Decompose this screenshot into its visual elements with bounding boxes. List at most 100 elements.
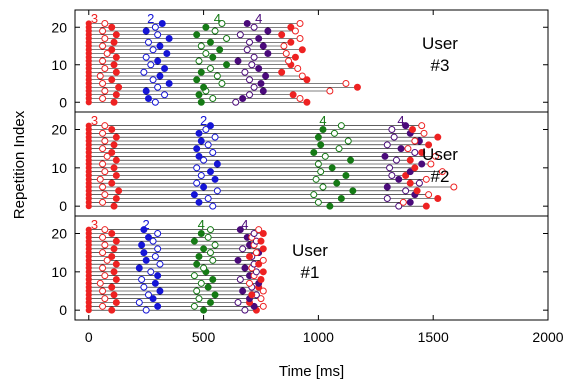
event-point — [193, 179, 201, 187]
event-point — [250, 230, 258, 237]
event-point — [163, 50, 171, 57]
event-point — [422, 175, 430, 183]
event-point — [190, 302, 198, 310]
event-point — [161, 91, 169, 99]
event-point — [289, 91, 297, 99]
event-point — [99, 80, 107, 87]
event-point — [135, 264, 143, 272]
event-point — [112, 133, 120, 141]
panel-user-number: #3 — [431, 56, 450, 75]
panel-user-number: #1 — [301, 263, 320, 282]
event-point — [317, 141, 325, 149]
event-point — [239, 95, 247, 102]
event-point — [165, 80, 173, 87]
event-point — [112, 276, 120, 283]
event-point — [241, 306, 249, 314]
event-point — [158, 20, 166, 27]
group-label: 4 — [397, 113, 404, 128]
event-point — [418, 160, 426, 168]
event-point — [342, 80, 350, 87]
event-point — [326, 202, 334, 210]
event-point — [259, 256, 267, 264]
event-point — [250, 302, 258, 310]
event-point — [99, 233, 107, 241]
y-tick-label: 10 — [51, 264, 67, 280]
event-point — [142, 256, 150, 264]
event-point — [250, 23, 258, 31]
event-point — [110, 245, 118, 253]
event-point — [236, 226, 244, 234]
event-point — [112, 156, 120, 164]
event-point — [255, 260, 263, 268]
y-tick-label: 10 — [51, 57, 67, 73]
event-point — [298, 46, 306, 54]
panel-frame — [74, 215, 549, 321]
event-point — [434, 133, 442, 141]
event-point — [96, 279, 104, 287]
event-point — [406, 156, 414, 164]
event-point — [296, 35, 304, 42]
event-point — [101, 65, 109, 72]
event-point — [246, 76, 254, 84]
x-tick-label: 1500 — [418, 329, 449, 345]
group-label: 3 — [91, 11, 98, 26]
event-point — [431, 152, 439, 160]
panel-user-label: User — [422, 34, 458, 53]
event-point — [204, 283, 212, 291]
event-point — [197, 172, 205, 179]
group-label: 3 — [91, 217, 98, 232]
event-point — [328, 164, 336, 172]
event-point — [411, 137, 419, 145]
event-point — [112, 68, 120, 76]
event-point — [399, 198, 407, 206]
event-point — [246, 253, 254, 260]
event-point — [195, 57, 203, 65]
event-point — [213, 160, 221, 168]
event-point — [409, 126, 417, 133]
event-point — [395, 175, 403, 183]
event-point — [147, 268, 155, 276]
y-tick-label: 20 — [51, 19, 67, 35]
event-point — [319, 183, 327, 191]
event-point — [197, 42, 205, 50]
event-point — [108, 283, 116, 291]
event-point — [211, 133, 219, 141]
event-point — [108, 46, 116, 54]
event-point — [319, 126, 327, 133]
event-point — [404, 145, 412, 153]
event-point — [402, 122, 410, 130]
event-point — [314, 133, 322, 141]
event-point — [96, 72, 104, 80]
event-point — [190, 272, 198, 280]
event-point — [291, 53, 299, 61]
event-point — [197, 98, 205, 106]
event-point — [200, 156, 208, 164]
event-point — [99, 302, 107, 310]
event-point — [156, 260, 164, 268]
event-point — [259, 245, 267, 253]
y-tick-label: 20 — [51, 226, 67, 242]
y-tick-label: 20 — [51, 122, 67, 138]
event-point — [110, 61, 118, 69]
event-point — [285, 57, 293, 65]
event-point — [193, 260, 201, 268]
event-point — [259, 287, 267, 295]
event-point — [112, 31, 120, 39]
event-point — [101, 168, 109, 176]
event-point — [200, 306, 208, 314]
event-point — [195, 91, 203, 99]
y-tick-label: 0 — [59, 302, 67, 318]
event-point — [195, 295, 203, 303]
event-point — [252, 249, 260, 257]
panel-user-label: User — [422, 145, 458, 164]
event-point — [110, 268, 118, 276]
event-point — [241, 264, 249, 272]
event-point — [149, 295, 157, 303]
event-point — [108, 179, 116, 187]
group-label: 2 — [147, 11, 154, 26]
event-point — [282, 50, 290, 57]
event-point — [200, 264, 208, 272]
event-point — [193, 287, 201, 295]
event-point — [411, 164, 419, 172]
